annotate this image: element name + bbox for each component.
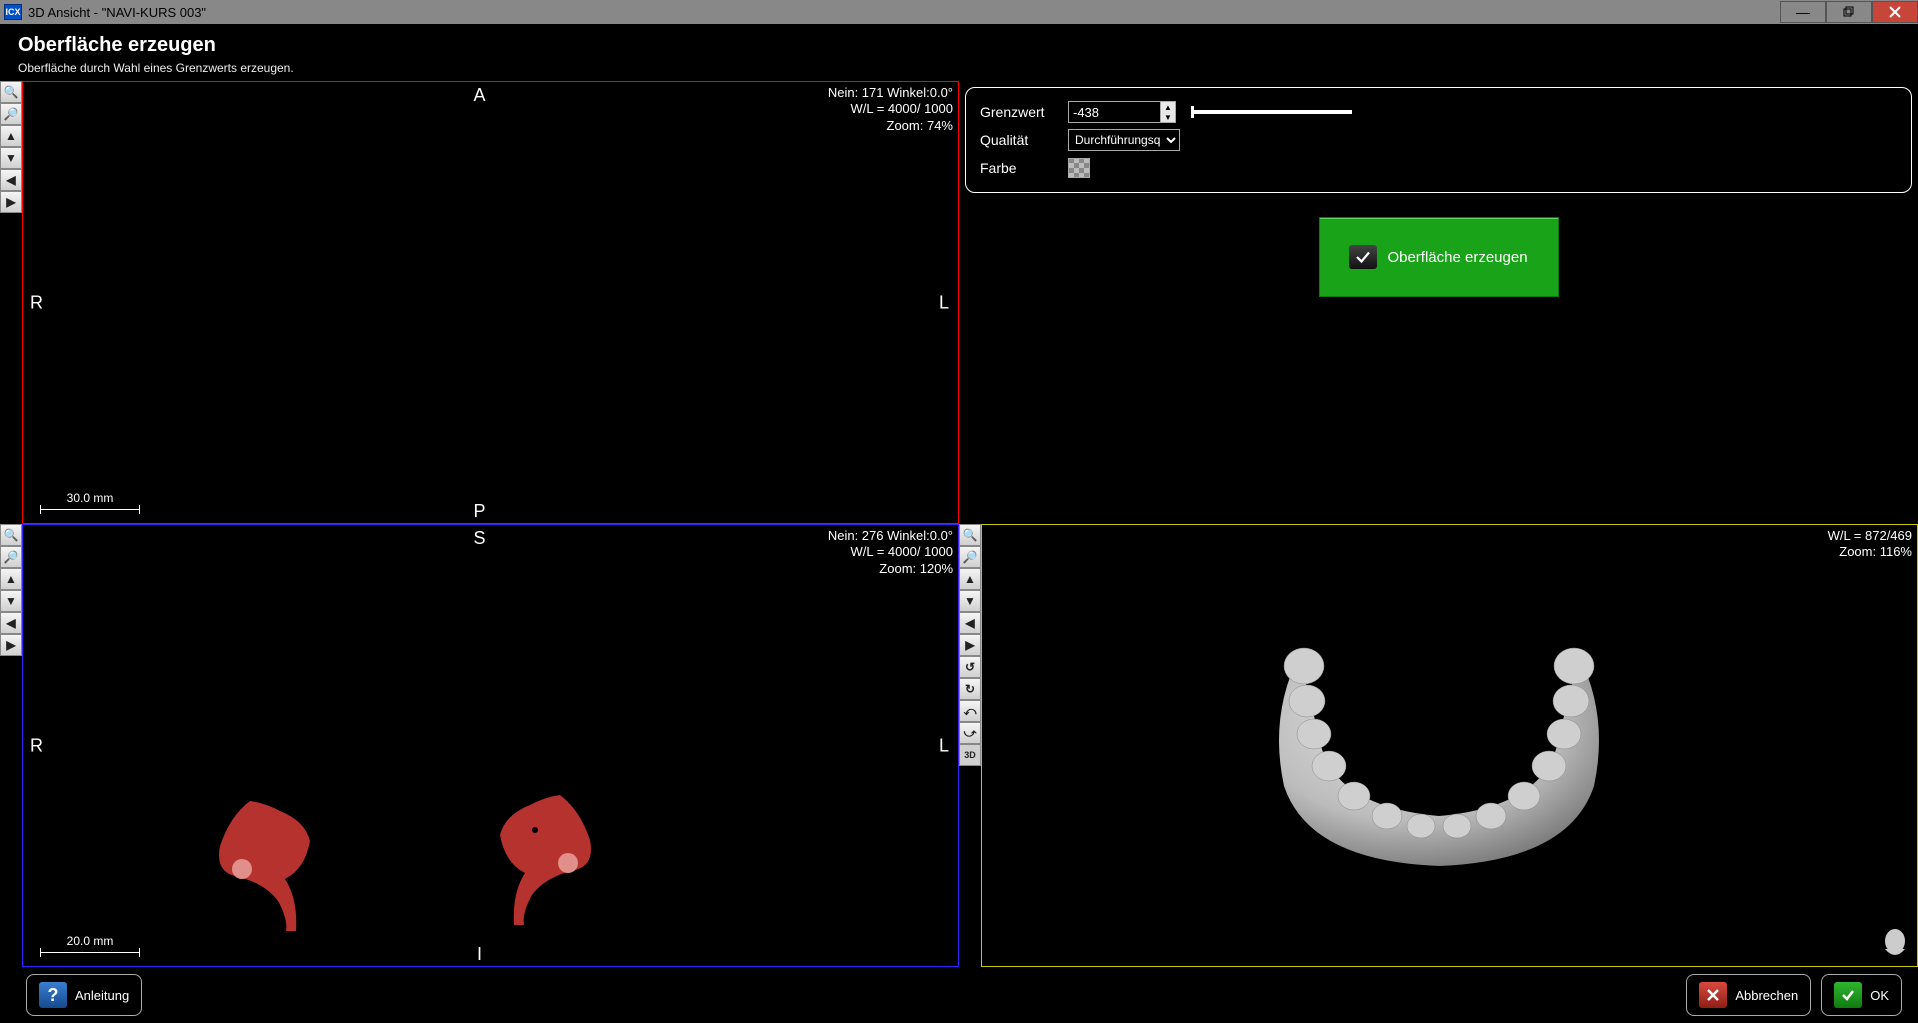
orient-label-r: R bbox=[30, 292, 43, 313]
zoom-in-icon[interactable]: 🔍 bbox=[959, 524, 981, 546]
threshold-label: Grenzwert bbox=[980, 104, 1060, 120]
arrow-right-icon[interactable]: ▶ bbox=[0, 191, 22, 213]
zoom-out-icon[interactable]: 🔎 bbox=[0, 546, 22, 568]
rotate-cw-icon[interactable]: ↻ bbox=[959, 678, 981, 700]
arrow-up-icon[interactable]: ▲ bbox=[0, 568, 22, 590]
quality-select[interactable]: Durchführungsq bbox=[1068, 129, 1180, 151]
arrow-right-icon[interactable]: ▶ bbox=[959, 634, 981, 656]
app-icon: ICX bbox=[4, 4, 22, 20]
help-icon: ? bbox=[39, 982, 67, 1008]
rotate-ccw-icon[interactable]: ↺ bbox=[959, 656, 981, 678]
orient-label-s: S bbox=[473, 528, 485, 549]
threshold-slider[interactable] bbox=[1192, 110, 1352, 114]
orient-label-l: L bbox=[939, 735, 949, 756]
orient-label-r: R bbox=[30, 735, 43, 756]
arrow-left-icon[interactable]: ◀ bbox=[0, 612, 22, 634]
cancel-button[interactable]: Abbrechen bbox=[1686, 974, 1811, 1016]
zoom-in-icon[interactable]: 🔍 bbox=[0, 81, 22, 103]
3d-info-overlay: W/L = 872/469 Zoom: 116% bbox=[1828, 528, 1912, 561]
axial-toolbar: 🔍 🔎 ▲ ▼ ◀ ▶ bbox=[0, 81, 22, 213]
page-subtitle: Oberfläche durch Wahl eines Grenzwerts e… bbox=[18, 61, 1900, 75]
page-title: Oberfläche erzeugen bbox=[18, 34, 1900, 57]
orient-label-a: A bbox=[473, 85, 485, 106]
3d-toolbar: 🔍 🔎 ▲ ▼ ◀ ▶ ↺ ↻ ⤺ ⤻ 3D bbox=[959, 524, 981, 766]
zoom-in-icon[interactable]: 🔍 bbox=[0, 524, 22, 546]
ok-check-icon bbox=[1834, 982, 1862, 1008]
orient-label-i: I bbox=[477, 944, 482, 965]
axial-scalebar: 30.0 mm bbox=[40, 491, 140, 510]
coronal-toolbar: 🔍 🔎 ▲ ▼ ◀ ▶ bbox=[0, 524, 22, 656]
arrow-down-icon[interactable]: ▼ bbox=[0, 147, 22, 169]
jaw-3d-model bbox=[1229, 606, 1649, 886]
close-button[interactable] bbox=[1872, 1, 1918, 23]
footer-bar: ? Anleitung Abbrechen OK bbox=[0, 967, 1918, 1023]
surface-controls-panel: Grenzwert ▲ ▼ Qualität Durchführungsq Fa… bbox=[965, 87, 1912, 193]
slice-shape-right bbox=[460, 785, 620, 925]
3d-view-pane[interactable]: 🔍 🔎 ▲ ▼ ◀ ▶ ↺ ↻ ⤺ ⤻ 3D W/L = 872/469 Zoo… bbox=[959, 524, 1918, 967]
threshold-spinner[interactable]: ▲ ▼ bbox=[1068, 101, 1176, 123]
zoom-out-icon[interactable]: 🔎 bbox=[959, 546, 981, 568]
threshold-input[interactable] bbox=[1068, 101, 1160, 123]
quality-label: Qualität bbox=[980, 132, 1060, 148]
threshold-step-up-icon[interactable]: ▲ bbox=[1161, 102, 1175, 112]
controls-pane: Grenzwert ▲ ▼ Qualität Durchführungsq Fa… bbox=[959, 81, 1918, 524]
ok-button[interactable]: OK bbox=[1821, 974, 1902, 1016]
orient-label-l: L bbox=[939, 292, 949, 313]
coronal-view-pane[interactable]: 🔍 🔎 ▲ ▼ ◀ ▶ Nein: 276 Winkel:0.0° W/L = … bbox=[0, 524, 959, 967]
generate-surface-button[interactable]: Oberfläche erzeugen bbox=[1319, 217, 1559, 297]
slice-shape-left bbox=[190, 791, 350, 931]
arrow-down-icon[interactable]: ▼ bbox=[0, 590, 22, 612]
page-header: Oberfläche erzeugen Oberfläche durch Wah… bbox=[0, 24, 1918, 81]
arrow-up-icon[interactable]: ▲ bbox=[0, 125, 22, 147]
tilt-fwd-icon[interactable]: ⤻ bbox=[959, 722, 981, 744]
axial-view-pane[interactable]: 🔍 🔎 ▲ ▼ ◀ ▶ Nein: 171 Winkel:0.0° W/L = … bbox=[0, 81, 959, 524]
zoom-out-icon[interactable]: 🔎 bbox=[0, 103, 22, 125]
orient-label-p: P bbox=[473, 501, 485, 522]
viewport-grid: 🔍 🔎 ▲ ▼ ◀ ▶ Nein: 171 Winkel:0.0° W/L = … bbox=[0, 81, 1918, 967]
arrow-left-icon[interactable]: ◀ bbox=[0, 169, 22, 191]
help-button[interactable]: ? Anleitung bbox=[26, 974, 142, 1016]
arrow-up-icon[interactable]: ▲ bbox=[959, 568, 981, 590]
minimize-button[interactable]: — bbox=[1780, 1, 1826, 23]
arrow-left-icon[interactable]: ◀ bbox=[959, 612, 981, 634]
3d-mode-icon[interactable]: 3D bbox=[959, 744, 981, 766]
window-title: 3D Ansicht - "NAVI-KURS 003" bbox=[28, 5, 206, 20]
threshold-step-down-icon[interactable]: ▼ bbox=[1161, 112, 1175, 122]
coronal-scalebar: 20.0 mm bbox=[40, 934, 140, 953]
maximize-button[interactable] bbox=[1826, 1, 1872, 23]
window-titlebar: ICX 3D Ansicht - "NAVI-KURS 003" — bbox=[0, 0, 1918, 24]
orientation-head-icon bbox=[1878, 927, 1912, 961]
coronal-info-overlay: Nein: 276 Winkel:0.0° W/L = 4000/ 1000 Z… bbox=[828, 528, 953, 577]
cancel-icon bbox=[1699, 982, 1727, 1008]
color-picker-swatch[interactable] bbox=[1068, 158, 1090, 178]
tilt-back-icon[interactable]: ⤺ bbox=[959, 700, 981, 722]
color-label: Farbe bbox=[980, 160, 1060, 176]
arrow-down-icon[interactable]: ▼ bbox=[959, 590, 981, 612]
arrow-right-icon[interactable]: ▶ bbox=[0, 634, 22, 656]
check-icon bbox=[1349, 245, 1377, 269]
axial-info-overlay: Nein: 171 Winkel:0.0° W/L = 4000/ 1000 Z… bbox=[828, 85, 953, 134]
